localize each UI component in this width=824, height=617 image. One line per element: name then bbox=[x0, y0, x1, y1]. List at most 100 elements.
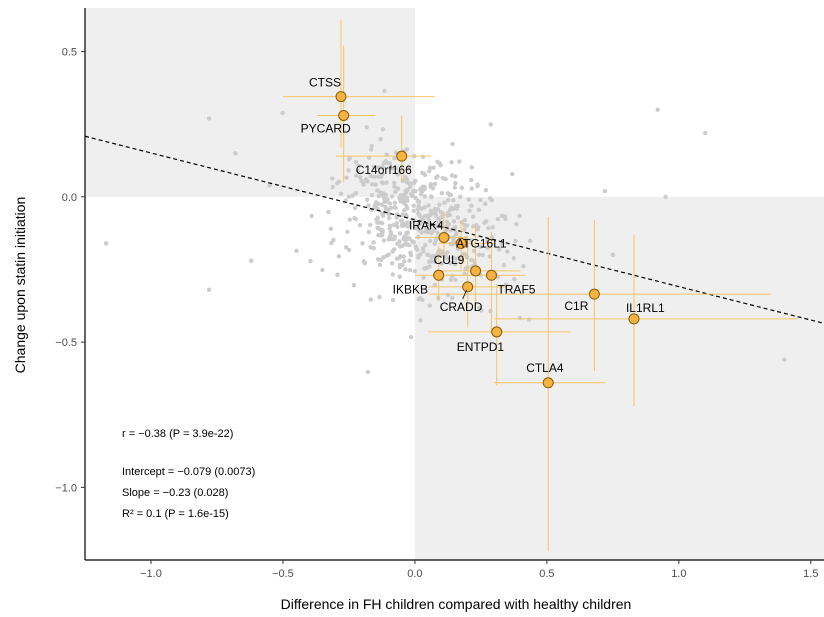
label-cul9: CUL9 bbox=[434, 253, 465, 267]
background-point bbox=[438, 209, 444, 215]
background-point bbox=[411, 203, 416, 208]
background-point bbox=[490, 225, 495, 230]
background-point bbox=[469, 203, 474, 208]
background-point bbox=[420, 297, 425, 303]
background-point bbox=[369, 143, 374, 149]
point-il1rl1 bbox=[628, 313, 640, 325]
background-point bbox=[379, 202, 384, 207]
background-point bbox=[446, 222, 452, 227]
background-point bbox=[408, 334, 414, 340]
background-point bbox=[422, 214, 427, 219]
background-point bbox=[362, 260, 368, 266]
background-point bbox=[602, 188, 608, 194]
background-point bbox=[378, 137, 383, 142]
background-point bbox=[401, 254, 406, 259]
background-point bbox=[397, 255, 402, 261]
background-point bbox=[380, 230, 385, 235]
background-point bbox=[452, 185, 458, 190]
background-point bbox=[267, 183, 272, 188]
background-point bbox=[471, 224, 476, 229]
background-point bbox=[355, 168, 361, 174]
background-point bbox=[405, 187, 410, 192]
background-point bbox=[470, 214, 476, 219]
background-point bbox=[388, 229, 393, 235]
background-point bbox=[527, 238, 533, 244]
background-point bbox=[435, 230, 440, 236]
background-point bbox=[387, 201, 393, 206]
background-point bbox=[375, 215, 381, 221]
background-point bbox=[442, 200, 447, 205]
background-point bbox=[489, 198, 495, 203]
background-point bbox=[398, 218, 404, 223]
background-point bbox=[663, 194, 668, 200]
background-point bbox=[483, 201, 488, 207]
background-point bbox=[416, 297, 421, 302]
background-point bbox=[433, 210, 438, 215]
background-point bbox=[476, 207, 482, 212]
background-point bbox=[336, 254, 342, 259]
background-point bbox=[502, 214, 508, 219]
background-point bbox=[437, 202, 442, 207]
background-point bbox=[477, 305, 482, 311]
background-point bbox=[380, 164, 385, 170]
background-point bbox=[433, 237, 439, 242]
background-point bbox=[455, 215, 461, 220]
background-point bbox=[384, 160, 389, 166]
background-point bbox=[384, 199, 389, 204]
background-point bbox=[320, 267, 325, 273]
background-point bbox=[376, 194, 382, 199]
background-point bbox=[497, 247, 502, 252]
background-point bbox=[443, 176, 448, 182]
background-point bbox=[449, 173, 455, 178]
point-irak4 bbox=[438, 232, 450, 244]
x-tick-label: −1.0 bbox=[140, 568, 162, 580]
background-point bbox=[425, 229, 430, 235]
background-point bbox=[427, 213, 432, 218]
background-point bbox=[407, 242, 412, 248]
background-point bbox=[439, 261, 444, 266]
label-atg16l1: ATG16L1 bbox=[456, 236, 507, 250]
stat-r2: R² = 0.1 (P = 1.6e-15) bbox=[122, 508, 229, 520]
background-point bbox=[344, 175, 349, 180]
background-point bbox=[445, 292, 451, 298]
background-point bbox=[407, 267, 413, 273]
background-point bbox=[361, 182, 366, 187]
background-point bbox=[376, 226, 381, 231]
point-c1r bbox=[588, 288, 600, 300]
background-point bbox=[478, 244, 483, 250]
label-traf5: TRAF5 bbox=[497, 282, 535, 296]
background-point bbox=[346, 247, 352, 253]
axes: −1.0 −0.5 0.0 0.5 1.0 1.5 −1.0 −0.5 0.0 0.5 bbox=[55, 8, 824, 580]
point-c14orf166 bbox=[396, 150, 408, 162]
background-point bbox=[384, 180, 389, 185]
background-point bbox=[360, 241, 365, 246]
background-point bbox=[428, 182, 434, 187]
background-point bbox=[376, 189, 382, 194]
background-point bbox=[416, 234, 421, 240]
background-point bbox=[375, 257, 381, 262]
background-point bbox=[356, 163, 361, 168]
background-point bbox=[451, 198, 456, 203]
background-point bbox=[351, 283, 357, 288]
background-point bbox=[377, 294, 382, 300]
background-point bbox=[412, 224, 418, 230]
background-point bbox=[421, 171, 427, 176]
leader-cradd bbox=[462, 289, 468, 300]
background-point bbox=[416, 227, 422, 232]
background-point bbox=[366, 229, 372, 235]
background-point bbox=[346, 194, 352, 199]
background-point bbox=[390, 272, 395, 277]
label-ikbkb: IKBKB bbox=[393, 282, 428, 296]
background-point bbox=[397, 231, 403, 236]
label-ctla4: CTLA4 bbox=[526, 361, 564, 375]
background-point bbox=[426, 259, 432, 264]
background-point bbox=[309, 213, 314, 219]
y-axis-title: Change upon statin initiation bbox=[12, 197, 28, 374]
background-point bbox=[353, 216, 358, 222]
background-point bbox=[410, 239, 415, 244]
background-point bbox=[513, 238, 518, 244]
background-point bbox=[391, 222, 396, 228]
background-point bbox=[427, 303, 432, 308]
background-point bbox=[476, 252, 482, 257]
x-tick-label: −0.5 bbox=[272, 568, 294, 580]
